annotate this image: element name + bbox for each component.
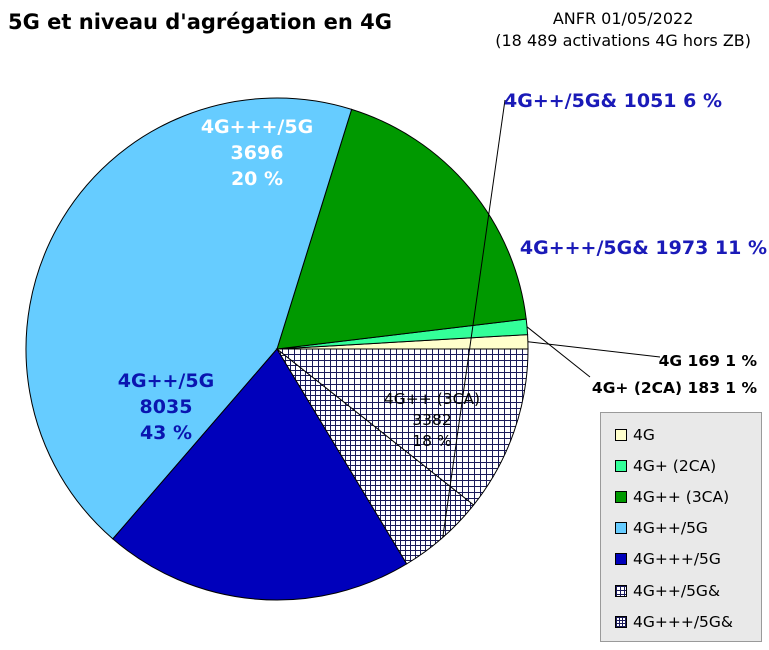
- source-note: ANFR 01/05/2022 (18 489 activations 4G h…: [495, 8, 751, 52]
- slice-label-4g-5g: 4G+++/5G& 1973 11 %: [520, 237, 767, 259]
- pie-slice-4g-3ca: [276, 108, 527, 350]
- legend-item-4g-5g: 4G+++/5G: [615, 544, 761, 575]
- pie-slice-4g-5g: [112, 348, 408, 601]
- slice-label-4g-3ca-line-3: 18 %: [412, 432, 451, 450]
- legend-swatch-4g-5g: [615, 522, 627, 535]
- legend-swatch-4g-3ca: [615, 490, 627, 503]
- source-date: ANFR 01/05/2022: [552, 9, 694, 28]
- pie-slice-4g-5g: [25, 97, 353, 540]
- pie-slice-4g-5g: [275, 348, 529, 506]
- legend-swatch-4g: [615, 428, 627, 441]
- slice-label-4g: 4G 169 1 %: [659, 352, 758, 370]
- source-count: (18 489 activations 4G hors ZB): [495, 31, 751, 50]
- legend-swatch-4g-5g: [615, 615, 627, 628]
- slice-label-4g-5g-line-2: 3696: [231, 142, 284, 164]
- legend-item-4g: 4G: [615, 419, 761, 450]
- slice-label-4g-5g-line-1: 4G+++/5G: [201, 116, 313, 138]
- pie-slices: [25, 97, 529, 601]
- slice-label-4g-3ca-line-1: 4G++ (3CA): [384, 390, 480, 408]
- legend-label-4g: 4G: [633, 425, 655, 444]
- legend-swatch-4g-5g: [615, 584, 627, 597]
- slice-label-4g-2ca: 4G+ (2CA) 183 1 %: [592, 379, 758, 397]
- legend-label-4g-5g: 4G++/5G: [633, 519, 708, 538]
- slice-label-4g-3ca-line-2: 3382: [412, 411, 451, 429]
- leader-line-4g-5g: [442, 99, 506, 538]
- legend-item-4g-2ca: 4G+ (2CA): [615, 450, 761, 481]
- legend: 4G 4G+ (2CA) 4G++ (3CA) 4G++/5G 4G+++/5G 4G++…: [600, 412, 762, 642]
- legend-swatch-4g-5g: [615, 553, 627, 566]
- legend-item-4g-3ca: 4G++ (3CA): [615, 481, 761, 512]
- leader-lines: [442, 99, 661, 538]
- legend-swatch-4g-2ca: [615, 459, 627, 472]
- legend-label-4g-2ca: 4G+ (2CA): [633, 456, 717, 475]
- slice-label-4g-5g-line-2: 8035: [140, 396, 193, 418]
- slice-labels: 4G 169 1 % 4G+ (2CA) 183 1 % 4G++ (3CA) 338…: [118, 90, 767, 450]
- slice-label-4g-5g-line-3: 43 %: [140, 422, 192, 444]
- legend-item-4g-5g: 4G++/5G: [615, 513, 761, 544]
- slice-label-4g-5g: 4G++/5G& 1051 6 %: [504, 90, 722, 112]
- legend-label-4g-5g: 4G+++/5G&: [633, 612, 734, 631]
- slice-label-4g-5g-line-1: 4G++/5G: [118, 370, 214, 392]
- leader-line-4g: [527, 341, 661, 358]
- leader-line-4g-2ca: [526, 326, 591, 378]
- legend-item-4g-5g: 4G+++/5G&: [615, 606, 761, 637]
- slice-label-4g-5g-line-3: 20 %: [231, 168, 283, 190]
- legend-label-4g-3ca: 4G++ (3CA): [633, 487, 730, 506]
- legend-item-4g-5g: 4G++/5G&: [615, 575, 761, 606]
- chart-title: 5G et niveau d'agrégation en 4G: [8, 10, 393, 34]
- legend-label-4g-5g: 4G+++/5G: [633, 550, 721, 569]
- legend-label-4g-5g: 4G++/5G&: [633, 581, 721, 600]
